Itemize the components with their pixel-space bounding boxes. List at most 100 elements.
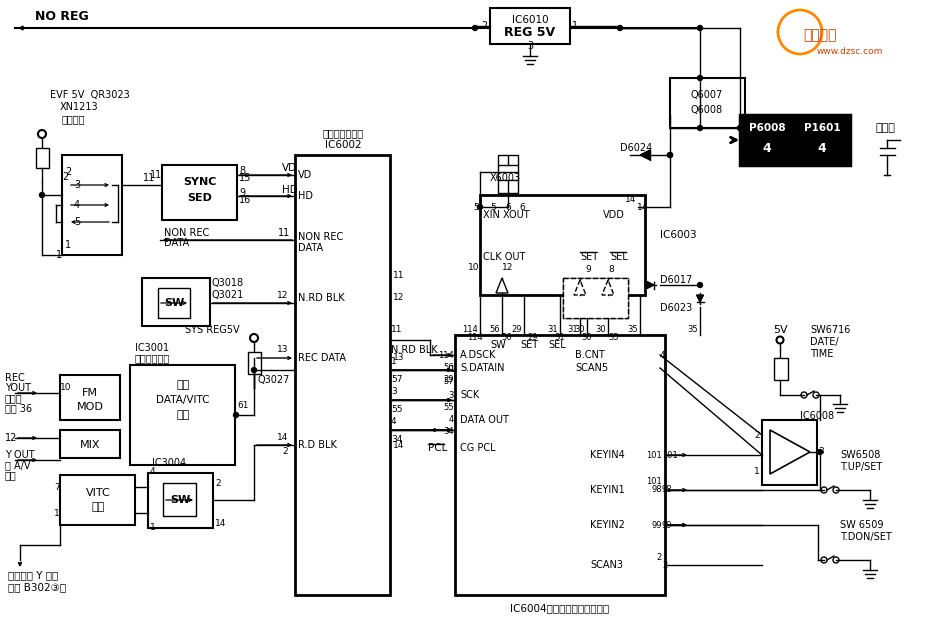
Text: 1: 1 xyxy=(754,467,760,477)
Bar xyxy=(455,335,665,595)
Text: Q6007: Q6007 xyxy=(691,90,723,100)
Circle shape xyxy=(697,76,702,81)
Text: 55: 55 xyxy=(391,406,403,415)
Text: D6024: D6024 xyxy=(620,143,653,153)
Bar xyxy=(740,115,850,165)
Text: SET: SET xyxy=(580,252,598,262)
Bar xyxy=(162,165,237,220)
Text: REG 5V: REG 5V xyxy=(504,26,556,38)
Text: 8: 8 xyxy=(608,266,614,275)
Text: Q3021: Q3021 xyxy=(212,290,244,300)
Text: 2: 2 xyxy=(62,172,68,182)
Text: PCL: PCL xyxy=(428,443,447,453)
Text: X6003: X6003 xyxy=(490,173,522,183)
Text: 12: 12 xyxy=(502,262,513,271)
Text: NON REC: NON REC xyxy=(298,232,343,242)
Text: KEYIN2: KEYIN2 xyxy=(590,520,625,530)
Text: IC6008: IC6008 xyxy=(800,411,834,421)
Text: 1: 1 xyxy=(56,250,62,260)
Bar xyxy=(62,155,122,255)
Bar xyxy=(295,155,390,595)
Text: SCK: SCK xyxy=(460,390,479,400)
Text: 14: 14 xyxy=(637,202,648,211)
Text: 录像: 录像 xyxy=(177,380,190,390)
Text: XIN XOUT: XIN XOUT xyxy=(483,210,530,220)
Circle shape xyxy=(697,125,702,131)
Text: 2: 2 xyxy=(656,554,662,563)
Text: 来自 B302③脚: 来自 B302③脚 xyxy=(8,582,66,592)
Text: 11: 11 xyxy=(277,228,290,238)
Text: 31: 31 xyxy=(567,326,578,335)
Circle shape xyxy=(478,205,483,209)
Text: 56: 56 xyxy=(502,333,512,342)
Bar xyxy=(480,195,645,295)
Text: 101: 101 xyxy=(646,477,662,486)
Polygon shape xyxy=(640,150,650,160)
Text: 34: 34 xyxy=(444,428,454,436)
Text: 14: 14 xyxy=(393,440,405,449)
Bar xyxy=(36,148,49,168)
Text: SED: SED xyxy=(187,193,213,203)
Text: 29: 29 xyxy=(528,333,539,342)
Text: EVF 5V  QR3023: EVF 5V QR3023 xyxy=(50,90,130,100)
Text: KEYIN1: KEYIN1 xyxy=(590,485,625,495)
Text: 12: 12 xyxy=(5,433,17,443)
Bar xyxy=(563,278,628,318)
Text: T.UP/SET: T.UP/SET xyxy=(840,462,883,472)
Text: TIME: TIME xyxy=(810,349,833,359)
Text: 2: 2 xyxy=(754,431,760,440)
Text: IC6003: IC6003 xyxy=(660,230,696,240)
Text: 9: 9 xyxy=(585,266,591,275)
Text: 10: 10 xyxy=(60,383,71,392)
Polygon shape xyxy=(647,282,654,289)
Text: P6008: P6008 xyxy=(749,123,786,133)
Text: 29: 29 xyxy=(444,376,454,385)
Text: 5: 5 xyxy=(74,217,80,227)
Text: VITC: VITC xyxy=(86,488,110,498)
Text: 101: 101 xyxy=(646,451,662,460)
Text: 电路: 电路 xyxy=(91,502,104,512)
Text: B.CNT: B.CNT xyxy=(575,350,605,360)
Text: 维库一下: 维库一下 xyxy=(804,28,837,42)
Text: 6: 6 xyxy=(505,202,511,211)
Text: 4: 4 xyxy=(660,351,666,360)
Text: HD: HD xyxy=(282,185,297,195)
Bar xyxy=(158,288,190,318)
Text: 101: 101 xyxy=(662,451,677,460)
Text: 5V: 5V xyxy=(772,325,788,335)
Text: 114: 114 xyxy=(467,333,483,342)
Text: DATA/VITC: DATA/VITC xyxy=(156,395,210,405)
Text: 亮度信号 Y 输入: 亮度信号 Y 输入 xyxy=(8,570,58,580)
Circle shape xyxy=(252,367,256,372)
Text: 55: 55 xyxy=(444,403,454,413)
Circle shape xyxy=(737,125,743,131)
Text: 6: 6 xyxy=(519,202,524,211)
Text: 3: 3 xyxy=(448,390,454,399)
Text: 29: 29 xyxy=(511,326,522,335)
Text: SCAN3: SCAN3 xyxy=(590,560,623,570)
Text: MIX: MIX xyxy=(80,440,101,450)
Text: 12: 12 xyxy=(276,291,288,300)
Text: 5: 5 xyxy=(490,202,496,211)
Text: 3: 3 xyxy=(391,387,397,397)
Text: D6017: D6017 xyxy=(660,275,693,285)
Text: P1601: P1601 xyxy=(804,123,841,133)
Text: 4: 4 xyxy=(763,141,771,154)
Text: Q6008: Q6008 xyxy=(691,105,723,115)
Text: XN1213: XN1213 xyxy=(60,102,99,112)
Text: （字符发生器）: （字符发生器） xyxy=(322,128,364,138)
Text: VD: VD xyxy=(282,163,297,173)
Text: 1: 1 xyxy=(391,358,397,367)
Text: IC6004（系统控制微处理器）: IC6004（系统控制微处理器） xyxy=(510,603,610,613)
Circle shape xyxy=(618,26,622,31)
Text: CG PCL: CG PCL xyxy=(460,443,496,453)
Text: S.DATAIN: S.DATAIN xyxy=(460,363,504,373)
Text: 99: 99 xyxy=(652,520,662,529)
Bar xyxy=(163,483,196,516)
Text: 35: 35 xyxy=(627,326,638,335)
Bar xyxy=(148,473,213,528)
Text: 114: 114 xyxy=(438,351,454,360)
Text: 4: 4 xyxy=(391,417,397,426)
Text: 13: 13 xyxy=(276,346,288,355)
Text: 15: 15 xyxy=(239,173,252,183)
